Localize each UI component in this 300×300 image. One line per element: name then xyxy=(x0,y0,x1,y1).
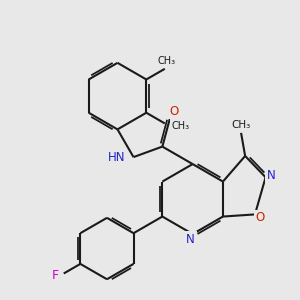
Text: CH₃: CH₃ xyxy=(231,120,251,130)
Text: F: F xyxy=(52,269,58,282)
Text: HN: HN xyxy=(108,152,126,164)
Text: N: N xyxy=(186,233,195,246)
Text: O: O xyxy=(255,211,265,224)
Text: CH₃: CH₃ xyxy=(171,121,189,130)
Text: CH₃: CH₃ xyxy=(158,56,176,66)
Text: O: O xyxy=(169,105,178,118)
Text: N: N xyxy=(267,169,275,182)
